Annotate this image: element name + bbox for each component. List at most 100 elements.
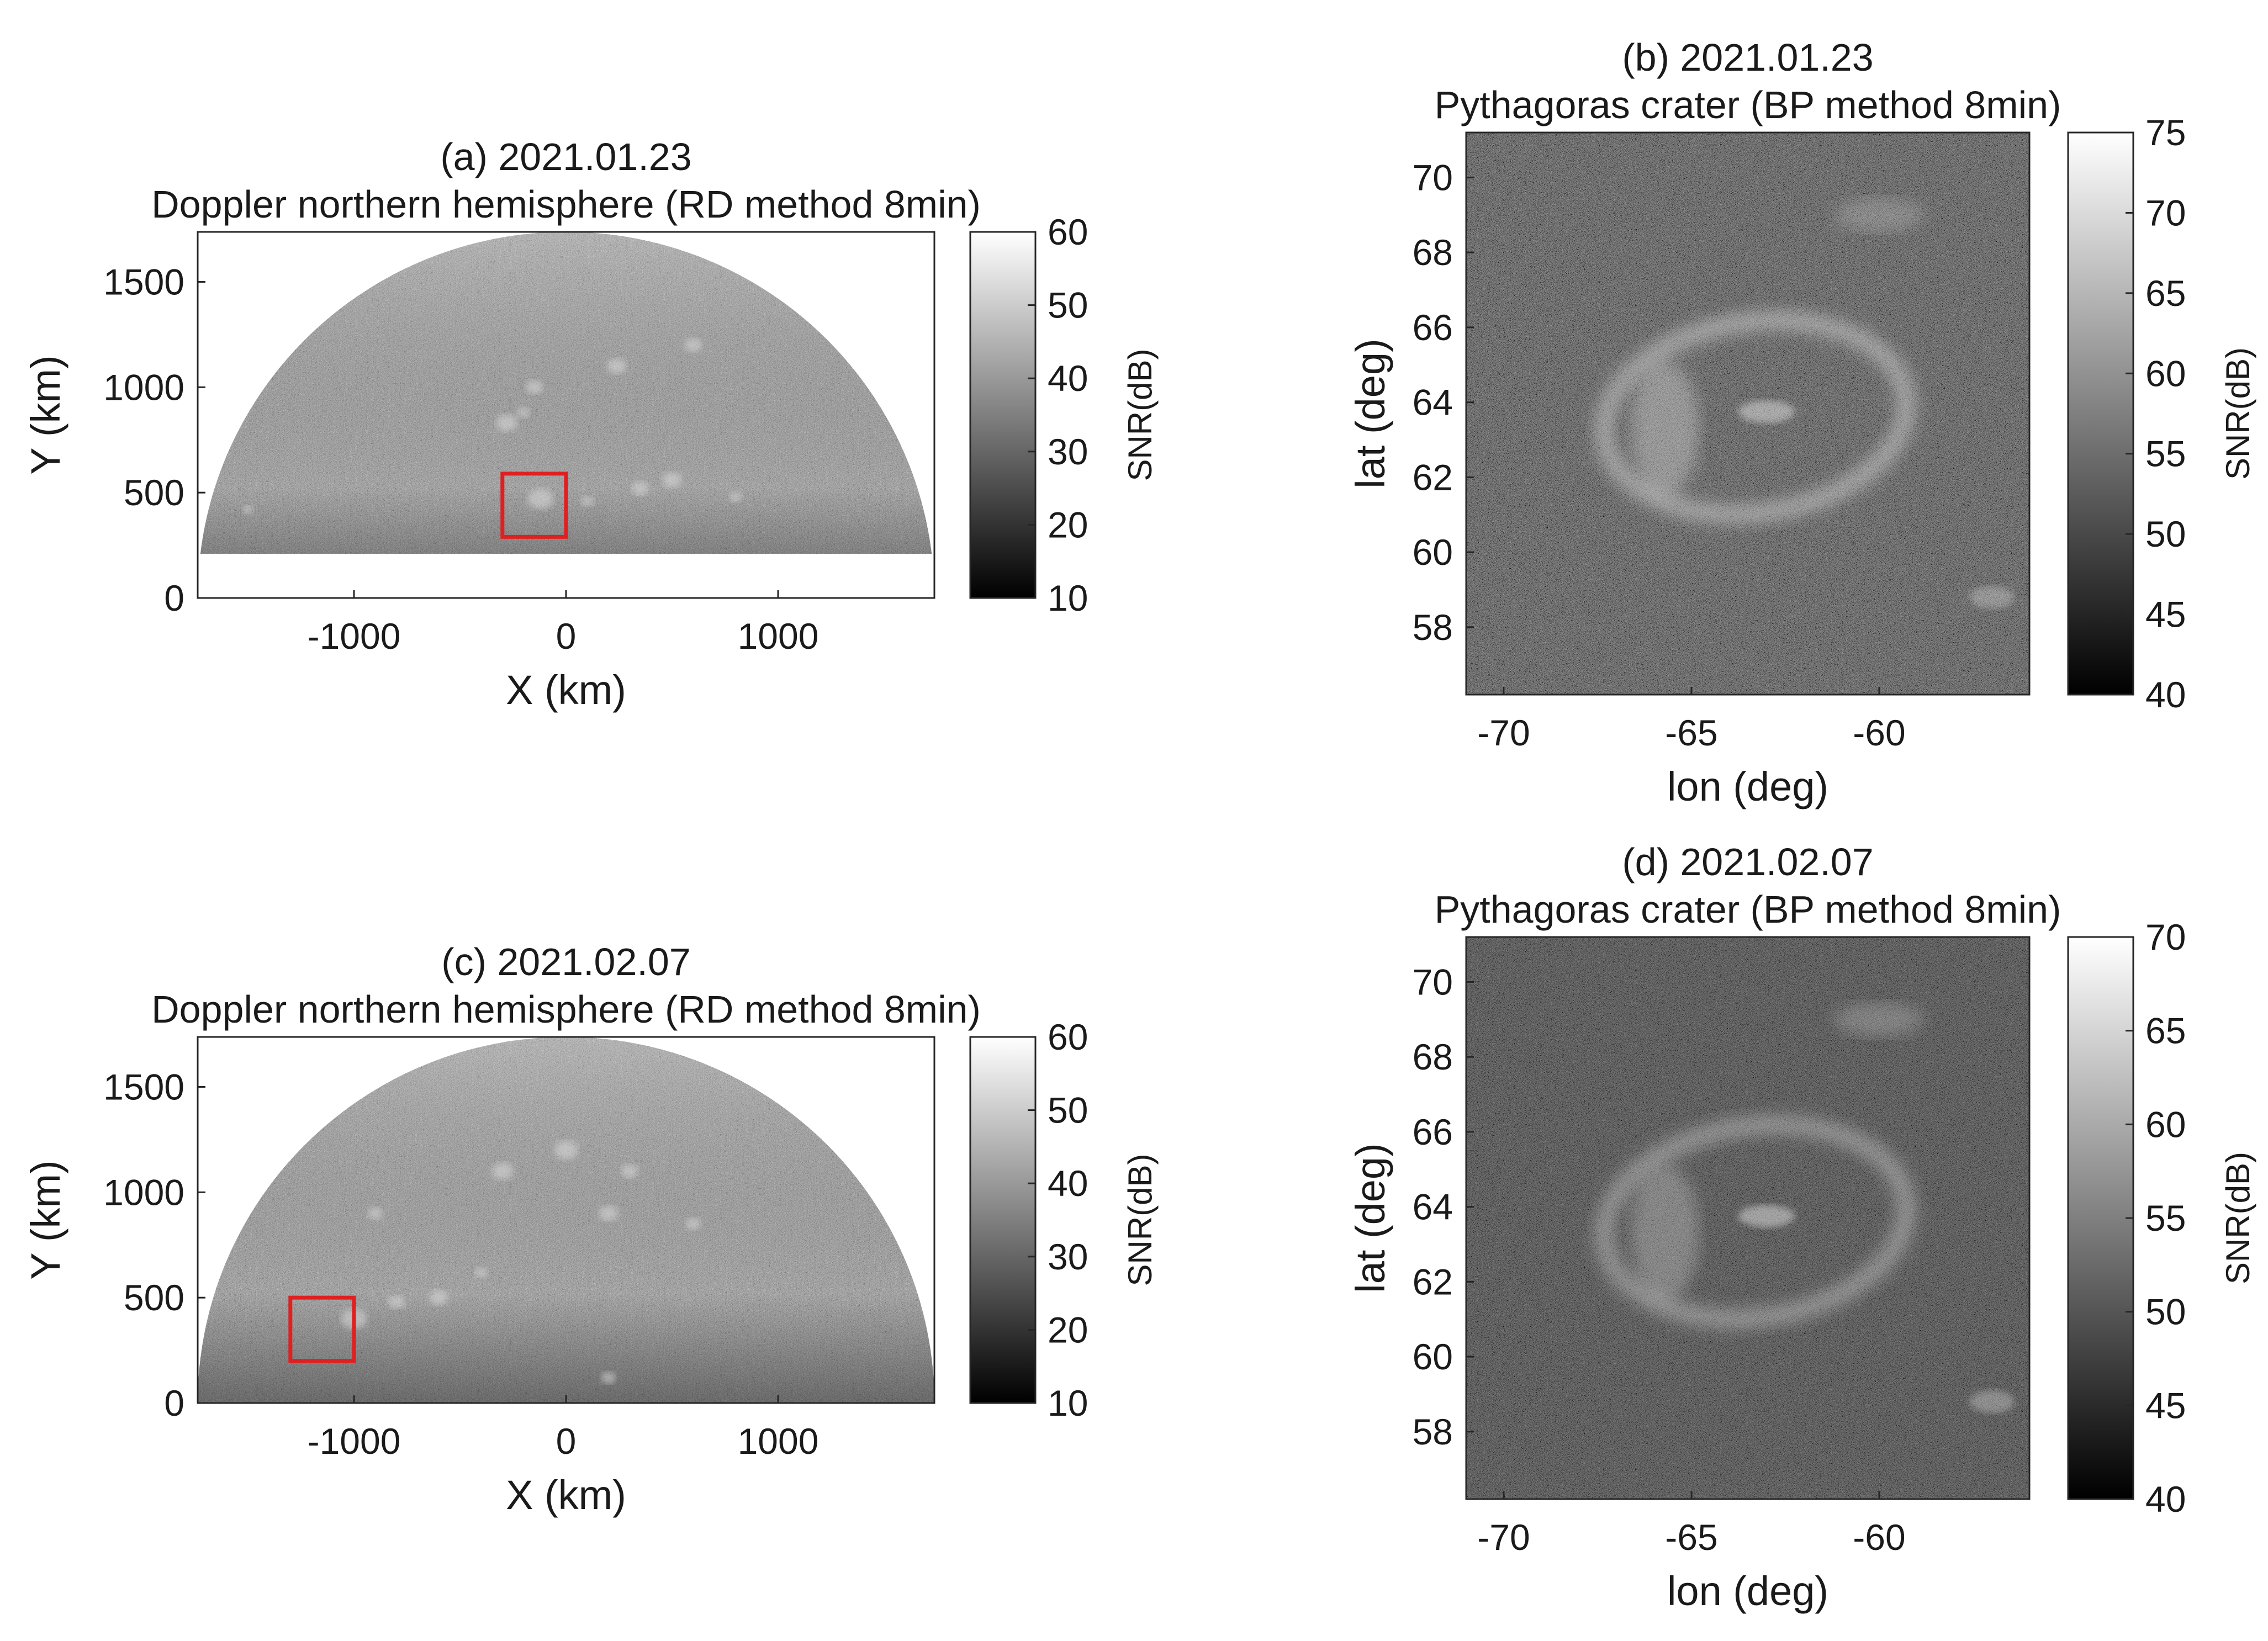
crater-feature: [474, 1267, 488, 1278]
crater-image: [1466, 133, 2029, 695]
y-tick-label: 60: [1413, 1336, 1453, 1377]
crater-feature: [685, 1217, 701, 1230]
y-tick-label: 64: [1413, 382, 1453, 423]
colorbar-tick-label: 20: [1048, 504, 1088, 545]
y-tick-label: 62: [1413, 457, 1453, 497]
crater-feature: [607, 358, 627, 374]
crater-feature: [1969, 586, 2015, 608]
x-axis-label: lon (deg): [1667, 764, 1828, 809]
crater-feature: [1969, 1390, 2015, 1413]
x-axis-label: lon (deg): [1667, 1568, 1828, 1614]
colorbar-tick-label: 30: [1048, 1236, 1088, 1277]
crater-feature: [527, 489, 553, 509]
panel-b: -70 -65 -60 58 60 62 64 66 68 70 (b) 2021.01.23Pyt…: [1347, 36, 2256, 809]
central-peak: [1738, 400, 1795, 423]
highlight-box: [500, 472, 568, 539]
x-tick-label: -60: [1853, 1517, 1905, 1558]
panel-title: (c) 2021.02.07: [441, 940, 690, 983]
colorbar-tick-label: 50: [1048, 285, 1088, 326]
colorbar-tick-label: 20: [1048, 1309, 1088, 1350]
crater-feature: [1834, 198, 1925, 232]
colorbar-tick-label: 55: [2145, 1198, 2186, 1238]
crater-feature: [554, 1141, 578, 1160]
colorbar-tick-label: 10: [1048, 578, 1088, 618]
colorbar-tick-label: 70: [2145, 192, 2186, 233]
colorbar-label: SNR(dB): [2219, 1152, 2256, 1284]
colorbar-tick-label: 40: [2145, 674, 2186, 715]
crater-feature: [526, 380, 543, 394]
colorbar-tick-label: 65: [2145, 273, 2186, 314]
y-tick-label: 66: [1413, 307, 1453, 348]
x-tick-label: 1000: [738, 1421, 819, 1462]
panel-subtitle: Doppler northern hemisphere (RD method 8…: [151, 183, 981, 226]
colorbar: 40 45 50 55 60 65 70 75 SNR(dB): [2067, 112, 2256, 715]
colorbar-tick-label: 60: [2145, 1104, 2186, 1145]
y-tick-label: 62: [1413, 1261, 1453, 1302]
panel-a: -1000 0 1000 0 500 1000 1500 (a) 2021.01.23 Dopp…: [23, 135, 1159, 713]
x-tick-label: -70: [1477, 712, 1530, 753]
colorbar-tick-label: 10: [1048, 1383, 1088, 1423]
crater-image: [1466, 937, 2029, 1499]
colorbar-label: SNR(dB): [1122, 348, 1159, 481]
colorbar-gradient: [969, 1036, 1037, 1404]
y-tick-label: 0: [164, 1383, 184, 1423]
x-axis-label: X (km): [506, 1472, 626, 1518]
y-tick-label: 1500: [103, 261, 184, 302]
colorbar-gradient: [2067, 936, 2134, 1500]
crater-wall: [1631, 361, 1699, 496]
y-tick-label: 66: [1413, 1111, 1453, 1152]
crater-wall: [1631, 1165, 1699, 1301]
y-tick-label: 500: [124, 472, 184, 513]
colorbar: 40 45 50 55 60 65 70 SNR(dB): [2067, 917, 2256, 1520]
colorbar-tick-label: 40: [2145, 1479, 2186, 1520]
x-tick-label: 1000: [738, 616, 819, 657]
panel-d: -70 -65 -60 58 60 62 64 66 68 70 (d) 2021.02.07 Pyt…: [1347, 840, 2256, 1614]
x-tick-label: -70: [1477, 1517, 1530, 1558]
colorbar-tick-label: 75: [2145, 112, 2186, 153]
y-tick-label: 0: [164, 578, 184, 618]
crater-rim: [1594, 311, 1916, 524]
highlight-box: [288, 1295, 356, 1363]
crater-feature: [621, 1164, 638, 1178]
crater-feature: [496, 414, 517, 432]
colorbar: 10 20 30 40 50 60 SNR(dB): [969, 211, 1159, 618]
colorbar-tick-label: 55: [2145, 433, 2186, 474]
crater-rim: [1594, 1115, 1916, 1328]
x-tick-label: 0: [556, 1421, 577, 1462]
x-tick-label: -1000: [308, 1421, 401, 1462]
x-axis-label: X (km): [506, 667, 626, 713]
colorbar-tick-label: 40: [1048, 358, 1088, 399]
colorbar-gradient: [2067, 131, 2134, 696]
y-axis-label: lat (deg): [1347, 338, 1393, 488]
x-tick-label: 0: [556, 616, 577, 657]
crater-feature: [662, 472, 682, 488]
x-tick-label: -60: [1853, 712, 1905, 753]
y-tick-label: 58: [1413, 607, 1453, 648]
colorbar-tick-label: 50: [1048, 1090, 1088, 1131]
colorbar-tick-label: 65: [2145, 1010, 2186, 1051]
x-tick-label: -65: [1665, 712, 1717, 753]
colorbar-tick-label: 50: [2145, 514, 2186, 554]
y-tick-label: 1000: [103, 367, 184, 407]
colorbar-label: SNR(dB): [2219, 347, 2256, 480]
y-tick-label: 70: [1413, 961, 1453, 1002]
crater-feature: [429, 1290, 448, 1305]
panel-subtitle: Doppler northern hemisphere (RD method 8…: [151, 988, 981, 1031]
colorbar-tick-label: 50: [2145, 1291, 2186, 1332]
panel-c: -1000 0 1000 0 500 1000 1500 (c) 2021.02.07 Dopp…: [23, 940, 1159, 1518]
crater-feature: [491, 1162, 514, 1180]
y-tick-label: 58: [1413, 1411, 1453, 1452]
colorbar-tick-label: 40: [1048, 1163, 1088, 1204]
colorbar: 10 20 30 40 50 60 SNR(dB): [969, 1017, 1159, 1423]
colorbar-tick-label: 45: [2145, 1385, 2186, 1426]
panel-title: (a) 2021.01.23: [440, 135, 691, 178]
x-tick-label: -65: [1665, 1517, 1717, 1558]
y-axis-label: Y (km): [23, 1160, 68, 1280]
y-tick-label: 1000: [103, 1172, 184, 1213]
colorbar-tick-label: 70: [2145, 917, 2186, 957]
colorbar-gradient: [969, 231, 1037, 599]
y-tick-label: 60: [1413, 532, 1453, 573]
y-axis-label: lat (deg): [1347, 1143, 1393, 1293]
crater-feature: [367, 1207, 383, 1220]
